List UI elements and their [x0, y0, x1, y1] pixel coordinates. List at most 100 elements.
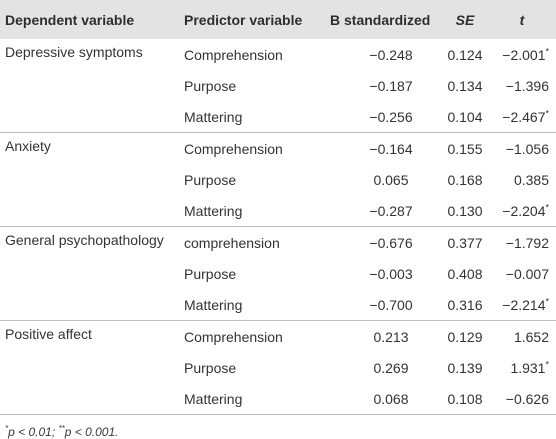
cell-predictor-variable: Purpose: [184, 171, 237, 188]
cell-se: 0.316: [447, 296, 483, 313]
footnote-text-2: p < 0.001.: [64, 425, 119, 439]
table-row: Purpose −0.187 0.134 −1.396: [0, 70, 556, 101]
cell-b-standardized: 0.269: [373, 359, 409, 376]
table-row: Purpose 0.065 0.168 0.385: [0, 164, 556, 195]
cell-b-standardized: 0.213: [324, 320, 442, 352]
cell-predictor-variable: Comprehension: [178, 320, 324, 352]
table-row: Mattering −0.287 0.130 −2.204*: [0, 195, 556, 227]
significance-marker: *: [545, 295, 549, 306]
header-se: SE: [455, 11, 475, 28]
cell-t-value: −0.626: [505, 390, 549, 407]
header-dependent-variable: Dependent variable: [5, 11, 135, 28]
cell-t: 1.931*: [488, 352, 556, 383]
cell-b-standardized: −0.256: [369, 108, 413, 125]
table-row: Positive affect Comprehension 0.213 0.129 1.…: [0, 320, 556, 352]
cell-se: 0.129: [442, 320, 488, 352]
cell-predictor-variable: Mattering: [184, 296, 243, 313]
cell-predictor-variable: Mattering: [184, 108, 243, 125]
table-row: Anxiety Comprehension −0.164 0.155 −1.056: [0, 132, 556, 164]
cell-se: 0.134: [447, 77, 483, 94]
cell-se: 0.139: [447, 359, 483, 376]
cell-t: −2.001*: [488, 39, 556, 70]
table-row: General psychopathology comprehension −0.6…: [0, 226, 556, 258]
cell-b-standardized: −0.700: [369, 296, 413, 313]
significance-marker: *: [545, 107, 549, 118]
cell-t: 0.385: [488, 164, 556, 195]
cell-dependent-variable: Anxiety: [0, 132, 178, 164]
cell-se: 0.377: [442, 226, 488, 258]
cell-b-standardized: −0.248: [369, 46, 413, 63]
cell-t: −2.204*: [488, 195, 556, 227]
cell-dependent-variable: [0, 352, 178, 383]
regression-table: Dependent variable Predictor variable B …: [0, 0, 556, 415]
header-row: Dependent variable Predictor variable B …: [0, 0, 556, 39]
cell-dependent-variable: Positive affect: [0, 320, 178, 352]
cell-t: −0.007: [488, 258, 556, 289]
cell-se: 0.168: [447, 171, 483, 188]
table-row: Mattering −0.700 0.316 −2.214*: [0, 289, 556, 321]
cell-t-value: −1.792: [505, 234, 549, 251]
cell-dependent-variable: [0, 164, 178, 195]
cell-dependent-variable: [0, 101, 178, 133]
cell-t: −0.626: [488, 383, 556, 415]
cell-predictor-variable: Comprehension: [178, 132, 324, 164]
cell-predictor-variable: Mattering: [178, 383, 324, 415]
table-row: Purpose 0.269 0.139 1.931*: [0, 352, 556, 383]
cell-se: 0.155: [442, 132, 488, 164]
cell-t-value: −2.001: [502, 46, 546, 63]
cell-dependent-variable: [0, 70, 178, 101]
cell-predictor-variable: Purpose: [184, 77, 237, 94]
cell-se: 0.124: [447, 46, 483, 63]
cell-dependent-variable: General psychopathology: [0, 226, 178, 258]
cell-dependent-variable: Depressive symptoms: [5, 44, 143, 60]
cell-t-value: −1.396: [505, 77, 549, 94]
table-footnote: *p < 0.01; **p < 0.001.: [0, 425, 556, 439]
cell-dependent-variable: [0, 195, 178, 227]
cell-dependent-variable: [0, 258, 178, 289]
table-row: Mattering −0.256 0.104 −2.467*: [0, 101, 556, 133]
cell-t-value: −1.056: [505, 140, 549, 157]
cell-se: 0.408: [447, 265, 483, 282]
cell-t: −2.214*: [488, 289, 556, 321]
cell-t-value: −2.214: [502, 296, 546, 313]
table-header: Dependent variable Predictor variable B …: [0, 0, 556, 39]
cell-t-value: 1.652: [513, 328, 549, 345]
table-body: Depressive symptoms Comprehension −0.248 0.…: [0, 39, 556, 415]
table-row: Mattering 0.068 0.108 −0.626: [0, 383, 556, 415]
cell-t-value: −2.467: [502, 108, 546, 125]
cell-se: 0.108: [442, 383, 488, 415]
cell-t-value: 0.385: [513, 171, 549, 188]
cell-t-value: −0.007: [505, 265, 549, 282]
header-predictor-variable: Predictor variable: [184, 11, 303, 28]
table-row: Depressive symptoms Comprehension −0.248 0.…: [0, 39, 556, 70]
cell-predictor-variable: Purpose: [184, 265, 237, 282]
cell-se: 0.130: [447, 202, 483, 219]
cell-t: −1.792: [488, 226, 556, 258]
footnote-text-1: p < 0.01;: [8, 425, 59, 439]
cell-predictor-variable: Comprehension: [184, 46, 283, 63]
cell-b-standardized: −0.003: [369, 265, 413, 282]
cell-b-standardized: 0.065: [373, 171, 409, 188]
header-t: t: [519, 11, 525, 28]
cell-b-standardized: −0.676: [324, 226, 442, 258]
cell-dependent-variable: [0, 289, 178, 321]
cell-b-standardized: −0.187: [369, 77, 413, 94]
cell-b-standardized: −0.164: [324, 132, 442, 164]
significance-marker: *: [545, 358, 549, 369]
cell-se: 0.104: [447, 108, 483, 125]
cell-predictor-variable: Purpose: [184, 359, 237, 376]
header-b-standardized: B standardized: [330, 11, 431, 28]
cell-t-value: −2.204: [502, 202, 546, 219]
cell-t: −1.056: [488, 132, 556, 164]
cell-t: −2.467*: [488, 101, 556, 133]
cell-t: 1.652: [488, 320, 556, 352]
cell-predictor-variable: comprehension: [178, 226, 324, 258]
cell-dependent-variable: [0, 383, 178, 415]
cell-b-standardized: −0.287: [369, 202, 413, 219]
table-row: Purpose −0.003 0.408 −0.007: [0, 258, 556, 289]
significance-marker: *: [545, 45, 549, 56]
cell-t-value: 1.931: [510, 359, 546, 376]
significance-marker: *: [545, 201, 549, 212]
cell-b-standardized: 0.068: [324, 383, 442, 415]
